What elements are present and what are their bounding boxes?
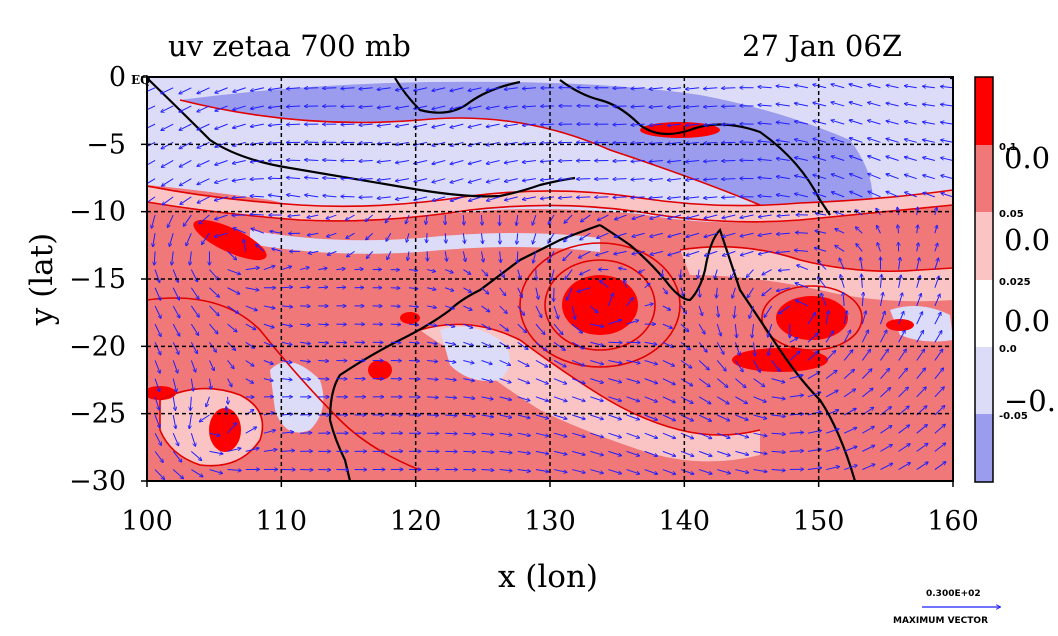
colorbar-big-label-1: 0.0 xyxy=(1004,141,1050,175)
wind-vector xyxy=(318,324,328,325)
wind-vector xyxy=(541,124,554,125)
wind-vector xyxy=(481,215,482,225)
x-tick-label: 110 xyxy=(256,506,308,537)
wind-vector xyxy=(953,387,962,397)
colorbar: 0.1 0.05 0.025 0.0 -0.05 0.0 0.0 0.0 −0. xyxy=(975,77,1056,482)
vortex-core-4 xyxy=(209,408,241,452)
x-tick-label: 100 xyxy=(121,506,173,537)
colorbar-level-3: 0.025 xyxy=(999,277,1031,288)
y-tick-label: −25 xyxy=(69,399,126,430)
colorbar-level-4: 0.0 xyxy=(999,344,1017,355)
wind-vector xyxy=(613,160,626,161)
wind-vector xyxy=(953,425,963,434)
wind-vector xyxy=(463,451,475,452)
y-tick-label: −10 xyxy=(69,197,126,228)
wind-vector xyxy=(323,88,337,89)
wind-vector xyxy=(269,178,283,179)
wind-vector xyxy=(318,360,328,361)
colorbar-swatch-2 xyxy=(975,145,993,212)
vector-legend-magnitude: 0.300E+02 xyxy=(926,589,981,599)
equator-label: EQ xyxy=(131,73,151,87)
x-tick-label: 140 xyxy=(659,506,711,537)
wind-vector xyxy=(318,342,328,343)
wind-vector xyxy=(318,287,327,288)
wind-vector xyxy=(427,397,438,398)
wind-vector xyxy=(359,197,372,198)
wind-vector xyxy=(722,160,735,161)
wind-vector xyxy=(953,462,964,470)
wind-vector xyxy=(953,369,961,379)
y-tick-label: −15 xyxy=(69,264,126,295)
colorbar-big-label-3: 0.0 xyxy=(1004,304,1050,338)
y-axis: 0 −5 −10 −15 −20 −25 −30 xyxy=(69,62,147,497)
wind-vector xyxy=(608,342,621,343)
colorbar-level-2: 0.05 xyxy=(999,209,1024,220)
wind-vector xyxy=(953,443,963,451)
vortex-core-8 xyxy=(400,312,420,324)
wind-vector xyxy=(341,106,354,107)
wind-vector xyxy=(613,179,626,180)
y-tick-label: −20 xyxy=(69,331,126,362)
wind-vector xyxy=(613,124,626,125)
wind-vector xyxy=(722,88,735,89)
wind-vector xyxy=(427,233,428,242)
y-tick-label: −5 xyxy=(86,129,126,160)
wind-vector xyxy=(722,179,735,180)
vector-legend: 0.300E+02 MAXIMUM VECTOR xyxy=(893,589,1000,626)
wind-vector xyxy=(463,215,464,225)
colorbar-swatch-1 xyxy=(975,77,993,145)
wind-vector xyxy=(305,160,318,161)
wind-vector xyxy=(796,233,808,234)
colorbar-big-label-4: −0. xyxy=(1004,384,1056,418)
x-tick-label: 120 xyxy=(390,506,442,537)
wind-vector xyxy=(287,124,300,125)
x-tick-label: 150 xyxy=(793,506,845,537)
chart-title: uv zetaa 700 mb xyxy=(168,29,411,63)
wind-vector xyxy=(445,433,457,434)
wind-vector xyxy=(577,197,591,198)
wind-vector xyxy=(953,406,963,415)
wind-vector xyxy=(613,142,626,143)
y-axis-label: y (lat) xyxy=(24,233,60,326)
wind-vector xyxy=(722,197,735,198)
wind-vector xyxy=(953,350,961,361)
y-tick-label: 0 xyxy=(109,62,126,93)
wind-vector xyxy=(790,451,804,452)
colorbar-swatch-4 xyxy=(975,280,993,347)
x-tick-label: 130 xyxy=(524,506,576,537)
colorbar-swatch-3 xyxy=(975,212,993,280)
colorbar-big-label-2: 0.0 xyxy=(1004,223,1050,257)
x-axis-label: x (lon) xyxy=(498,559,598,595)
time-label: 27 Jan 06Z xyxy=(742,29,902,63)
vortex-core-7 xyxy=(368,360,392,380)
wind-vector xyxy=(680,270,681,278)
wind-vector xyxy=(250,179,263,180)
wind-vector xyxy=(613,197,626,198)
colorbar-swatch-5 xyxy=(975,347,993,414)
plot-area xyxy=(143,77,964,481)
wind-vector xyxy=(355,269,363,270)
colorbar-swatch-6 xyxy=(975,414,993,482)
x-tick-label: 160 xyxy=(927,506,979,537)
x-axis: 100 110 120 130 140 150 160 xyxy=(121,481,979,537)
wind-vector xyxy=(953,331,960,342)
vector-legend-label: MAXIMUM VECTOR xyxy=(893,616,988,626)
y-tick-label: −30 xyxy=(69,466,126,497)
wind-vector xyxy=(305,88,318,89)
vortex-core-9 xyxy=(144,386,176,400)
wind-vector xyxy=(409,360,419,361)
wind-vector xyxy=(559,160,572,161)
